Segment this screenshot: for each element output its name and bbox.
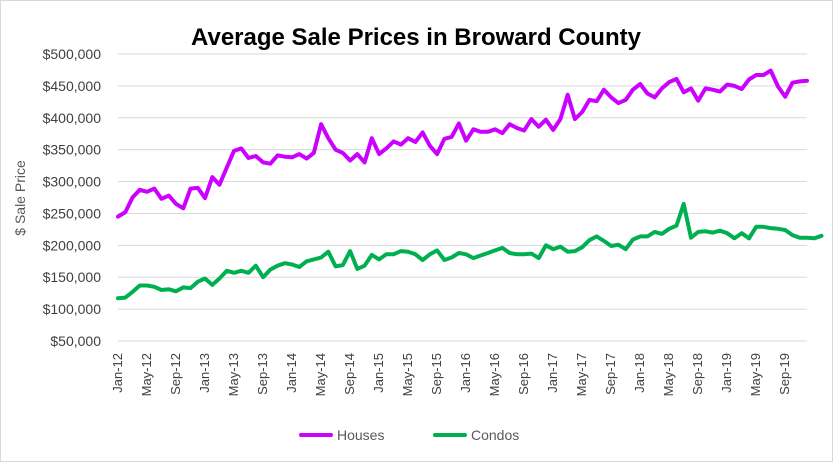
legend-label-condos: Condos	[471, 427, 519, 443]
x-tick-label: May-17	[574, 353, 589, 396]
y-axis-label: $ Sale Price	[12, 160, 28, 236]
y-tick-label: $250,000	[43, 205, 102, 221]
x-tick-label: Jan-12	[110, 353, 125, 393]
y-tick-label: $300,000	[43, 174, 102, 190]
x-tick-label: Sep-13	[255, 353, 270, 395]
x-tick-label: Sep-12	[168, 353, 183, 395]
series-lines	[116, 68, 824, 301]
series-line-houses	[116, 68, 809, 219]
x-tick-label: Jan-16	[458, 353, 473, 393]
legend-label-houses: Houses	[337, 427, 384, 443]
x-tick-label: Jan-15	[371, 353, 386, 393]
y-tick-label: $100,000	[43, 301, 102, 317]
x-tick-label: May-16	[487, 353, 502, 396]
x-tick-label: Sep-14	[342, 353, 357, 395]
x-tick-label: May-14	[313, 353, 328, 396]
x-tick-label: Sep-16	[516, 353, 531, 395]
x-tick-label: Jan-13	[197, 353, 212, 393]
x-tick-label: Jan-14	[284, 353, 299, 393]
y-tick-label: $50,000	[50, 333, 101, 349]
x-tick-label: Sep-19	[777, 353, 792, 395]
x-tick-label: May-15	[400, 353, 415, 396]
x-tick-label: May-13	[226, 353, 241, 396]
y-tick-label: $500,000	[43, 46, 102, 62]
y-tick-label: $450,000	[43, 78, 102, 94]
x-tick-labels: Jan-12 May-12 Sep-12 Jan-13 May-13 Sep-13 Jan-…	[110, 353, 792, 396]
x-tick-label: Sep-17	[603, 353, 618, 395]
gridlines	[118, 53, 807, 342]
y-tick-label: $350,000	[43, 142, 102, 158]
chart-title: Average Sale Prices in Broward County	[191, 24, 642, 51]
x-tick-label: May-18	[661, 353, 676, 396]
y-tick-labels: $50,000 $100,000 $150,000 $200,000 $250,000 $…	[43, 46, 102, 349]
legend: Houses Condos	[299, 427, 519, 443]
x-tick-label: Jan-17	[545, 353, 560, 393]
series-line-condos	[116, 201, 824, 301]
x-tick-label: May-12	[139, 353, 154, 396]
x-tick-label: Jan-18	[632, 353, 647, 393]
x-tick-label: Sep-15	[429, 353, 444, 395]
y-tick-label: $200,000	[43, 237, 102, 253]
x-tick-label: Jan-19	[719, 353, 734, 393]
x-tick-label: Sep-18	[690, 353, 705, 395]
y-tick-label: $400,000	[43, 110, 102, 126]
x-tick-label: May-19	[748, 353, 763, 396]
y-tick-label: $150,000	[43, 269, 102, 285]
